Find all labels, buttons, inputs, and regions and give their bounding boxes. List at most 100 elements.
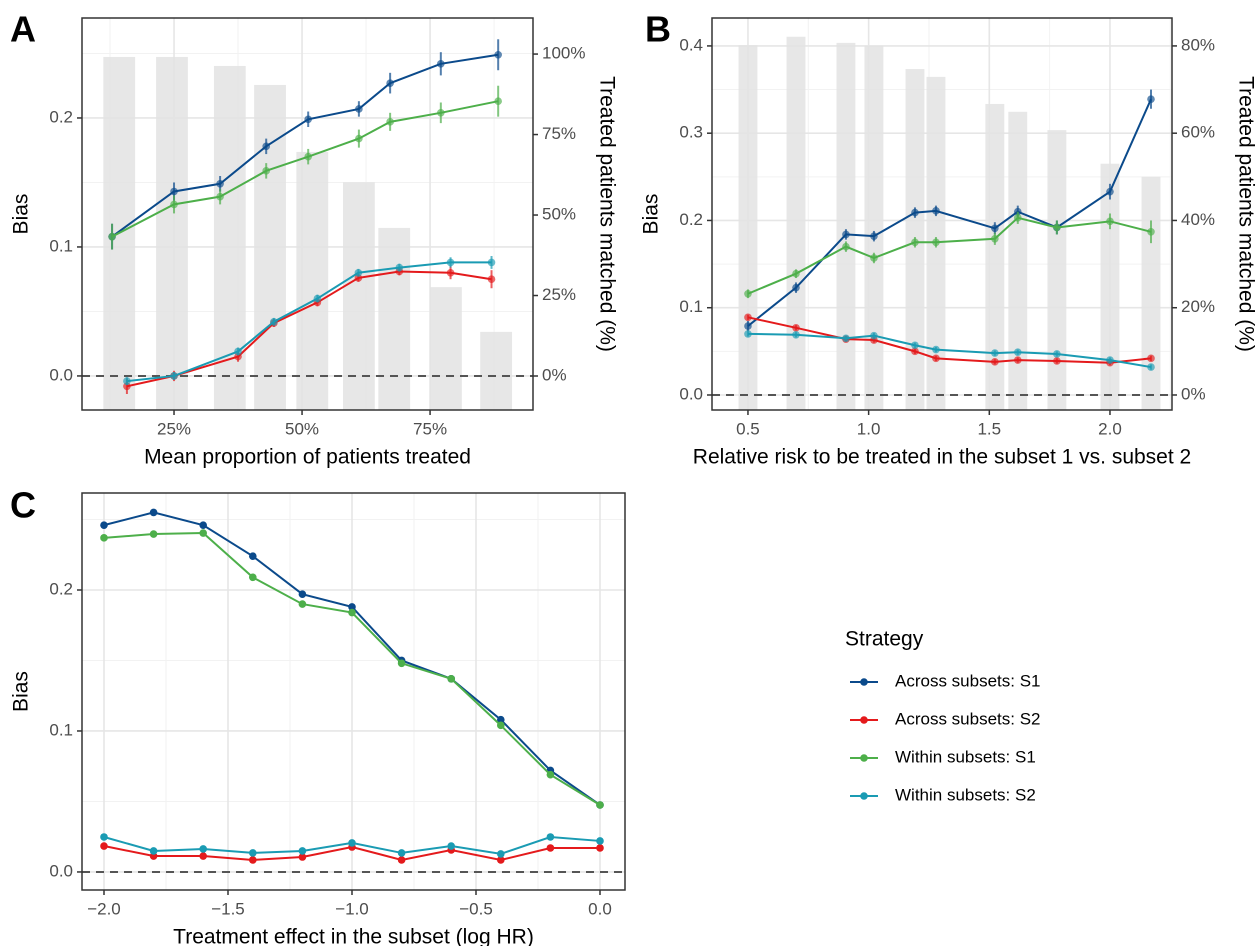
point	[170, 187, 178, 196]
point	[842, 230, 850, 239]
point	[100, 521, 108, 529]
point	[149, 530, 158, 538]
point	[386, 118, 394, 126]
point	[744, 330, 752, 338]
point	[744, 322, 752, 330]
point	[792, 330, 800, 339]
point	[100, 833, 108, 841]
y-tick-label: 0.2	[679, 210, 703, 229]
point	[170, 372, 178, 380]
x-tick-label: 1.0	[857, 419, 881, 438]
x-tick-label: 2.0	[1098, 419, 1122, 438]
bar	[480, 331, 513, 410]
y-tick-label: 0.0	[49, 861, 73, 880]
legend-point	[860, 754, 868, 762]
legend-point	[860, 792, 868, 800]
bar	[378, 227, 411, 410]
point	[932, 238, 940, 247]
point	[354, 268, 363, 277]
point	[1106, 187, 1114, 196]
point	[397, 659, 406, 668]
point	[991, 349, 999, 357]
panel-label: A	[10, 9, 36, 50]
bar	[985, 103, 1005, 410]
y2-tick-label: 25%	[542, 285, 576, 304]
point	[348, 608, 356, 617]
point	[397, 856, 406, 864]
x-tick-label: −1.5	[211, 899, 245, 918]
point	[911, 208, 919, 217]
point	[744, 313, 752, 322]
point	[149, 847, 158, 855]
point	[100, 534, 108, 542]
point	[497, 715, 505, 724]
point	[1106, 217, 1114, 226]
point	[1013, 356, 1022, 364]
bar	[786, 36, 806, 411]
y2-tick-label: 80%	[1181, 35, 1215, 54]
point	[487, 275, 496, 284]
point	[262, 142, 270, 151]
point	[991, 224, 999, 233]
point	[298, 847, 307, 855]
point	[1053, 350, 1061, 358]
point	[248, 573, 257, 582]
point	[546, 833, 555, 841]
panel-background	[82, 493, 625, 890]
point	[386, 79, 394, 87]
y-tick-label: 0.1	[49, 236, 73, 255]
y2-tick-label: 40%	[1181, 210, 1215, 229]
point	[395, 263, 404, 272]
point	[216, 192, 224, 201]
point	[546, 844, 555, 852]
x-axis-title: Relative risk to be treated in the subse…	[693, 446, 1191, 469]
x-tick-label: 0.0	[588, 899, 612, 918]
point	[355, 134, 363, 143]
bar	[864, 45, 884, 410]
point	[248, 856, 257, 864]
point	[870, 232, 878, 240]
legend-label: Within subsets: S1	[895, 747, 1036, 766]
bar	[296, 151, 329, 410]
x-tick-label: −0.5	[459, 899, 493, 918]
point	[932, 345, 940, 354]
bar	[1100, 163, 1120, 410]
y2-axis-title: Treated patients matched (%)	[1234, 76, 1257, 352]
point	[304, 152, 312, 161]
point	[497, 850, 505, 858]
point	[437, 109, 445, 117]
x-tick-label: 50%	[285, 419, 319, 438]
bar	[1047, 130, 1067, 410]
legend-label: Within subsets: S2	[895, 785, 1036, 804]
panel-border	[81, 492, 626, 891]
point	[1147, 228, 1155, 236]
y-tick-label: 0.0	[679, 384, 703, 403]
y-tick-label: 0.2	[49, 107, 73, 126]
point	[1147, 363, 1155, 371]
point	[1106, 356, 1114, 364]
point	[199, 521, 207, 529]
point	[397, 849, 406, 857]
y-axis-title: Bias	[10, 671, 33, 712]
point	[100, 842, 108, 850]
x-tick-label: −1.0	[335, 899, 369, 918]
point	[1013, 214, 1022, 222]
legend-label: Across subsets: S2	[895, 709, 1041, 728]
point	[199, 852, 207, 860]
point	[437, 59, 445, 68]
x-tick-label: 1.5	[977, 419, 1001, 438]
bar	[430, 287, 462, 410]
point	[348, 603, 356, 611]
point	[792, 323, 800, 332]
y2-tick-label: 0%	[542, 365, 567, 384]
point	[911, 238, 919, 247]
y2-tick-label: 50%	[542, 205, 576, 224]
y2-axis-title: Treated patients matched (%)	[595, 76, 618, 352]
x-axis-title: Mean proportion of patients treated	[144, 446, 471, 469]
point	[355, 105, 363, 113]
point	[932, 354, 940, 363]
point	[792, 283, 800, 292]
legend-title: Strategy	[845, 628, 924, 651]
